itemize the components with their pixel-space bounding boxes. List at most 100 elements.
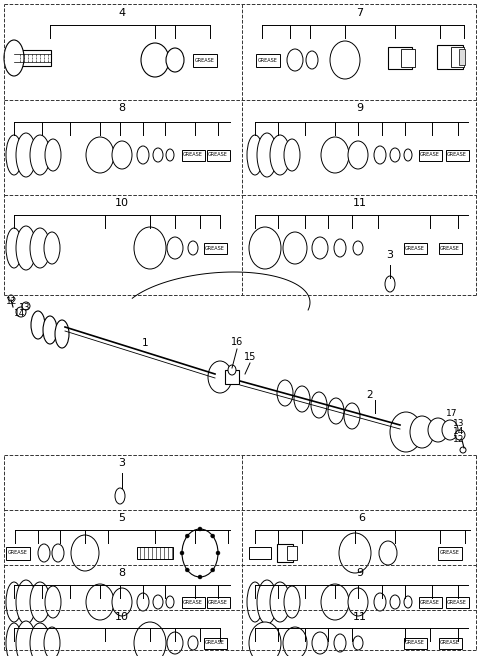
Ellipse shape: [86, 137, 114, 173]
Ellipse shape: [379, 541, 397, 565]
Ellipse shape: [6, 228, 22, 268]
Text: 2: 2: [367, 390, 373, 400]
Ellipse shape: [283, 232, 307, 264]
FancyBboxPatch shape: [225, 370, 239, 384]
Text: 5: 5: [119, 513, 125, 523]
Text: GREASE: GREASE: [440, 640, 460, 646]
Text: GREASE: GREASE: [258, 58, 278, 62]
FancyBboxPatch shape: [181, 596, 204, 607]
FancyBboxPatch shape: [439, 243, 461, 253]
Ellipse shape: [353, 636, 363, 650]
FancyBboxPatch shape: [388, 47, 412, 69]
Ellipse shape: [185, 568, 189, 572]
Text: GREASE: GREASE: [447, 152, 467, 157]
Ellipse shape: [247, 135, 263, 175]
Ellipse shape: [442, 420, 458, 440]
Ellipse shape: [31, 311, 45, 339]
Text: 3: 3: [119, 458, 125, 468]
Text: 8: 8: [119, 568, 126, 578]
Text: GREASE: GREASE: [183, 600, 203, 604]
Ellipse shape: [30, 228, 50, 268]
Ellipse shape: [16, 133, 36, 177]
Ellipse shape: [428, 418, 448, 442]
FancyBboxPatch shape: [419, 596, 442, 607]
Ellipse shape: [4, 40, 24, 76]
FancyBboxPatch shape: [445, 596, 468, 607]
FancyBboxPatch shape: [404, 243, 427, 253]
Ellipse shape: [306, 51, 318, 69]
Ellipse shape: [277, 380, 293, 406]
Ellipse shape: [198, 527, 202, 531]
Ellipse shape: [167, 632, 183, 654]
Ellipse shape: [294, 386, 310, 412]
Text: 14: 14: [453, 426, 465, 436]
FancyBboxPatch shape: [206, 150, 229, 161]
Text: 13: 13: [19, 304, 31, 312]
Ellipse shape: [44, 232, 60, 264]
FancyBboxPatch shape: [439, 638, 461, 649]
Ellipse shape: [211, 534, 215, 538]
FancyBboxPatch shape: [404, 638, 427, 649]
Text: 7: 7: [357, 8, 363, 18]
Text: GREASE: GREASE: [440, 550, 460, 556]
Ellipse shape: [86, 584, 114, 620]
Ellipse shape: [410, 416, 434, 448]
Text: GREASE: GREASE: [420, 600, 440, 604]
FancyBboxPatch shape: [401, 49, 415, 67]
Text: 3: 3: [386, 250, 394, 260]
Text: 17: 17: [446, 409, 458, 417]
FancyBboxPatch shape: [249, 547, 271, 559]
FancyBboxPatch shape: [451, 47, 464, 67]
Ellipse shape: [249, 622, 281, 656]
Text: GREASE: GREASE: [405, 245, 425, 251]
Ellipse shape: [312, 237, 328, 259]
Ellipse shape: [348, 141, 368, 169]
FancyBboxPatch shape: [287, 546, 297, 560]
Text: 6: 6: [359, 513, 365, 523]
Ellipse shape: [112, 588, 132, 616]
FancyBboxPatch shape: [438, 546, 462, 560]
Ellipse shape: [353, 241, 363, 255]
Text: 1: 1: [142, 338, 148, 348]
Text: 9: 9: [357, 568, 363, 578]
Ellipse shape: [30, 582, 50, 622]
Ellipse shape: [284, 139, 300, 171]
Ellipse shape: [339, 533, 371, 573]
Text: 11: 11: [353, 198, 367, 208]
Ellipse shape: [38, 544, 50, 562]
Ellipse shape: [455, 430, 465, 440]
FancyBboxPatch shape: [9, 50, 51, 66]
Ellipse shape: [55, 320, 69, 348]
Ellipse shape: [198, 575, 202, 579]
Ellipse shape: [321, 584, 349, 620]
Ellipse shape: [321, 137, 349, 173]
Ellipse shape: [270, 135, 290, 175]
Ellipse shape: [141, 43, 169, 77]
Ellipse shape: [45, 139, 61, 171]
FancyBboxPatch shape: [437, 45, 463, 69]
Text: GREASE: GREASE: [205, 640, 225, 646]
FancyBboxPatch shape: [6, 546, 30, 560]
Text: 4: 4: [119, 8, 126, 18]
FancyBboxPatch shape: [277, 544, 293, 562]
Ellipse shape: [185, 534, 189, 538]
Text: 14: 14: [14, 310, 26, 319]
Ellipse shape: [257, 580, 277, 624]
Ellipse shape: [45, 586, 61, 618]
Ellipse shape: [283, 627, 307, 656]
Ellipse shape: [284, 586, 300, 618]
Ellipse shape: [16, 621, 36, 656]
Text: GREASE: GREASE: [8, 550, 28, 556]
FancyBboxPatch shape: [181, 150, 204, 161]
Text: 11: 11: [353, 612, 367, 622]
Ellipse shape: [249, 227, 281, 269]
Text: 10: 10: [115, 612, 129, 622]
FancyBboxPatch shape: [206, 596, 229, 607]
Ellipse shape: [44, 627, 60, 656]
Text: 10: 10: [115, 198, 129, 208]
Ellipse shape: [166, 48, 184, 72]
Ellipse shape: [137, 146, 149, 164]
Ellipse shape: [311, 392, 327, 418]
Ellipse shape: [330, 41, 360, 79]
Ellipse shape: [115, 488, 125, 504]
